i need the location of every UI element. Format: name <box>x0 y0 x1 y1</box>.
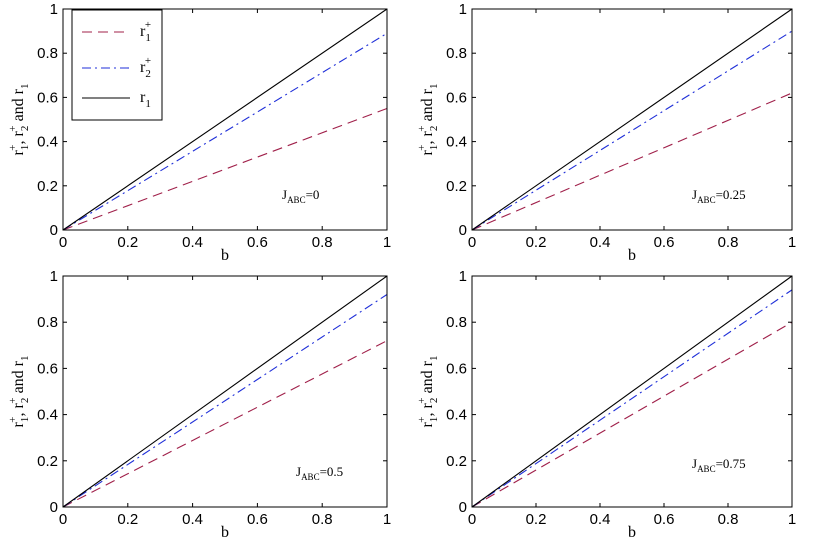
x-axis-label: b <box>628 524 636 541</box>
x-tick-label: 0.4 <box>590 511 611 528</box>
series-line-r1 <box>471 275 793 508</box>
x-axis-label: b <box>221 524 229 541</box>
x-tick-label: 0.8 <box>312 234 333 251</box>
series-line-r1-plus <box>471 92 793 231</box>
y-tick-label: 0.2 <box>37 178 58 195</box>
x-axis-label: b <box>628 247 636 264</box>
plot-frame <box>471 8 793 231</box>
x-tick-label: 0 <box>59 234 67 251</box>
y-tick-label: 0.6 <box>446 89 467 106</box>
x-tick-label: 1 <box>383 511 391 528</box>
y-axis-label: r1+, r2+ and r1 <box>416 83 440 155</box>
x-tick-label: 0.6 <box>654 511 675 528</box>
x-tick-label: 0.8 <box>718 511 739 528</box>
y-axis-label: r1+, r2+ and r1 <box>7 83 31 155</box>
y-tick-label: 0 <box>50 499 58 516</box>
x-tick-label: 1 <box>788 511 796 528</box>
y-tick-label: 0 <box>459 222 467 239</box>
y-tick-label: 1 <box>459 1 467 18</box>
x-tick-label: 0 <box>468 234 476 251</box>
y-tick-label: 1 <box>50 268 58 285</box>
y-tick-label: 0.8 <box>37 314 58 331</box>
series-line-r1-plus <box>471 321 793 508</box>
x-tick-label: 0.6 <box>247 511 268 528</box>
x-tick-label: 0.2 <box>117 511 138 528</box>
x-tick-label: 0 <box>59 511 67 528</box>
series-line-r1-plus <box>62 107 388 231</box>
panel-4: 0 0.2 0.4 0.6 0.8 1 0 0.2 0.4 0.6 0.8 1 b r1+, r2+ an… <box>416 268 796 541</box>
y-tick-label: 0.8 <box>446 45 467 62</box>
legend: r1+ r2+ r1 <box>71 9 163 121</box>
y-tick-label: 0.4 <box>446 407 467 424</box>
x-tick-label: 0.6 <box>247 234 268 251</box>
x-tick-label: 0 <box>468 511 476 528</box>
panel-2: 0 0.2 0.4 0.6 0.8 1 0 0.2 0.4 0.6 0.8 1 b r1+, r2+ an… <box>416 1 796 264</box>
x-tick-label: 0.8 <box>718 234 739 251</box>
annotation-jabc: JABC=0.5 <box>296 464 343 482</box>
series-line-r1 <box>62 8 388 231</box>
series-line-r1 <box>471 8 793 231</box>
legend-label-2: r2+ <box>140 55 151 80</box>
y-tick-label: 0.6 <box>446 360 467 377</box>
annotation-jabc: JABC=0.25 <box>692 187 746 205</box>
series-line-r1-plus <box>62 340 388 508</box>
y-tick-label: 1 <box>50 1 58 18</box>
y-tick-label: 1 <box>459 268 467 285</box>
series-line-r1 <box>62 275 388 508</box>
y-tick-label: 0.4 <box>446 134 467 151</box>
x-tick-label: 0.4 <box>182 511 203 528</box>
x-tick-label: 0.2 <box>526 511 547 528</box>
legend-label-1: r1+ <box>140 19 151 44</box>
legend-label-3: r1 <box>140 89 151 110</box>
x-tick-label: 0.8 <box>312 511 333 528</box>
y-tick-label: 0.4 <box>37 407 58 424</box>
x-tick-label: 0.4 <box>590 234 611 251</box>
series-line-r2-plus <box>471 30 793 231</box>
y-tick-label: 0.8 <box>446 314 467 331</box>
x-tick-label: 0.2 <box>526 234 547 251</box>
x-tick-label: 0.6 <box>654 234 675 251</box>
x-tick-label: 0.2 <box>117 234 138 251</box>
y-tick-label: 0.6 <box>37 360 58 377</box>
x-tick-label: 1 <box>383 234 391 251</box>
y-axis-label: r1+, r2+ and r1 <box>7 355 31 427</box>
legend-box <box>71 9 163 121</box>
plot-frame <box>471 275 793 508</box>
y-tick-label: 0.8 <box>37 45 58 62</box>
plot-frame <box>62 275 388 508</box>
y-tick-label: 0.2 <box>37 453 58 470</box>
annotation-jabc: JABC=0 <box>282 187 319 205</box>
y-tick-label: 0.6 <box>37 89 58 106</box>
series-line-r2-plus <box>471 289 793 508</box>
x-tick-label: 1 <box>788 234 796 251</box>
y-tick-label: 0 <box>459 499 467 516</box>
plot-frame <box>62 8 388 231</box>
y-tick-label: 0.2 <box>446 453 467 470</box>
series-line-r2-plus <box>62 294 388 508</box>
y-tick-label: 0.2 <box>446 178 467 195</box>
y-tick-label: 0 <box>50 222 58 239</box>
y-tick-label: 0.4 <box>37 134 58 151</box>
series-line-r2-plus <box>62 32 388 231</box>
x-axis-label: b <box>221 247 229 264</box>
panel-3: 0 0.2 0.4 0.6 0.8 1 0 0.2 0.4 0.6 0.8 1 b r1+, r2+ an… <box>7 268 391 541</box>
panel-1: 0 0.2 0.4 0.6 0.8 1 0 0.2 0.4 0.6 0.8 1 b r1+, r2+ an… <box>7 1 391 264</box>
annotation-jabc: JABC=0.75 <box>692 456 746 474</box>
y-axis-label: r1+, r2+ and r1 <box>416 355 440 427</box>
x-tick-label: 0.4 <box>182 234 203 251</box>
